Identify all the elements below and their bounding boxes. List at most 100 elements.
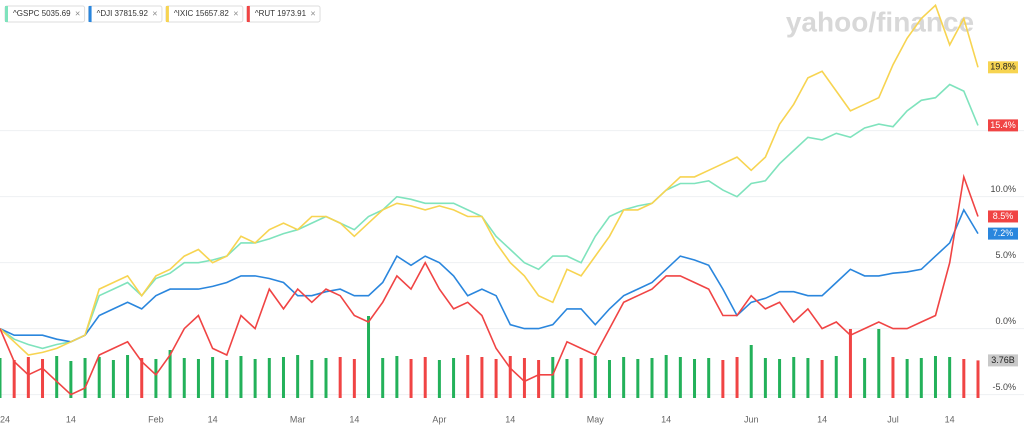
volume-bar — [111, 360, 115, 398]
volume-bar — [749, 345, 753, 398]
legend-close: × — [310, 8, 315, 18]
volume-bar — [650, 358, 654, 398]
volume-bar — [721, 360, 725, 398]
volume-bar — [962, 359, 966, 398]
volume-bar — [367, 316, 371, 398]
series-line — [0, 3, 979, 356]
volume-bar — [452, 358, 456, 398]
volume-bar — [0, 358, 2, 398]
volume-bar — [820, 360, 824, 398]
end-badge — [988, 119, 1018, 132]
volume-bar — [622, 357, 626, 398]
volume-bar — [551, 357, 555, 398]
volume-bar — [778, 359, 782, 398]
volume-bar — [593, 356, 597, 398]
legend-swatch — [88, 6, 92, 22]
volume-bar — [579, 358, 583, 398]
volume-bar — [352, 359, 356, 398]
x-tick-label: 24 — [0, 414, 10, 424]
volume-bar — [140, 358, 144, 398]
volume-bar — [948, 357, 952, 398]
x-tick-label: Feb — [148, 414, 164, 424]
volume-bar — [168, 350, 172, 398]
volume-bar — [863, 358, 867, 398]
x-tick-label: Apr — [432, 414, 446, 424]
volume-bar — [877, 329, 881, 398]
volume-bar — [12, 360, 16, 398]
x-tick-label: 14 — [817, 414, 827, 424]
x-tick-label: May — [587, 414, 605, 424]
x-tick-label: Mar — [290, 414, 306, 424]
y-tick-label: 0.0% — [995, 316, 1016, 326]
legend-swatch — [5, 6, 8, 22]
volume-bar — [55, 356, 59, 398]
volume-bar — [565, 359, 569, 398]
volume-bar — [494, 359, 498, 398]
volume-bar — [919, 358, 923, 398]
volume-bar — [324, 358, 328, 398]
series-line — [0, 208, 979, 343]
volume-end-label: 3.76B — [991, 355, 1015, 365]
legend-close: × — [233, 8, 238, 18]
volume-bar — [735, 357, 739, 398]
volume-bar — [41, 359, 45, 398]
end-label: 8.5% — [993, 211, 1014, 221]
volume-bar — [848, 329, 852, 398]
series-line — [0, 83, 979, 350]
volume-bar — [976, 360, 980, 398]
x-tick-label: Jun — [744, 414, 759, 424]
end-label: 7.2% — [993, 228, 1014, 238]
x-tick-label: 14 — [208, 414, 218, 424]
legend-close: × — [75, 8, 80, 18]
legend-item: ^DJI 37815.92 × — [88, 5, 163, 23]
volume-bar — [437, 360, 441, 398]
end-badge — [988, 210, 1018, 223]
volume-bar — [806, 358, 810, 398]
volume-bar — [182, 358, 186, 398]
volume-bar — [763, 358, 767, 398]
volume-bar — [834, 356, 838, 398]
volume-bar — [707, 358, 711, 398]
volume-bar — [225, 360, 229, 398]
legend-swatch — [246, 6, 250, 22]
x-tick-label: 14 — [349, 414, 359, 424]
legend-item: ^RUT 1973.91 × — [246, 5, 321, 23]
legend-item: ^IXIC 15657.82 × — [165, 5, 244, 23]
series-line — [0, 173, 979, 396]
end-badge — [988, 227, 1018, 240]
volume-bar — [69, 361, 73, 398]
volume-bar — [480, 357, 484, 398]
volume-bar — [607, 360, 611, 398]
volume-bar — [933, 356, 937, 398]
legend-label: ^GSPC 5035.69 — [13, 9, 71, 18]
legend-close: × — [152, 8, 157, 18]
y-tick-label: 10.0% — [990, 184, 1016, 194]
volume-bar — [267, 358, 271, 398]
volume-bar — [508, 356, 512, 398]
volume-bar — [466, 355, 470, 398]
volume-bar — [196, 359, 200, 398]
volume-end-badge — [988, 354, 1018, 367]
x-tick-label: 14 — [66, 414, 76, 424]
volume-bar — [891, 357, 895, 398]
y-tick-label: 5.0% — [995, 250, 1016, 260]
volume-bar — [678, 357, 682, 398]
watermark: yahoo/finance — [786, 6, 974, 37]
legend-label: ^RUT 1973.91 — [255, 9, 307, 18]
volume-bar — [239, 356, 243, 398]
volume-bar — [281, 357, 285, 398]
legend-item: ^GSPC 5035.69 × — [4, 5, 86, 23]
volume-bar — [664, 355, 668, 398]
volume-bar — [83, 358, 87, 398]
volume-bar — [296, 355, 300, 398]
volume-bar — [905, 359, 909, 398]
volume-bar — [423, 357, 427, 398]
volume-bar — [409, 359, 413, 398]
legend-label: ^IXIC 15657.82 — [174, 9, 229, 18]
volume-bar — [253, 359, 257, 398]
x-tick-label: 14 — [945, 414, 955, 424]
legend-label: ^DJI 37815.92 — [97, 9, 149, 18]
volume-bar — [310, 360, 314, 398]
volume-bar — [97, 357, 101, 398]
